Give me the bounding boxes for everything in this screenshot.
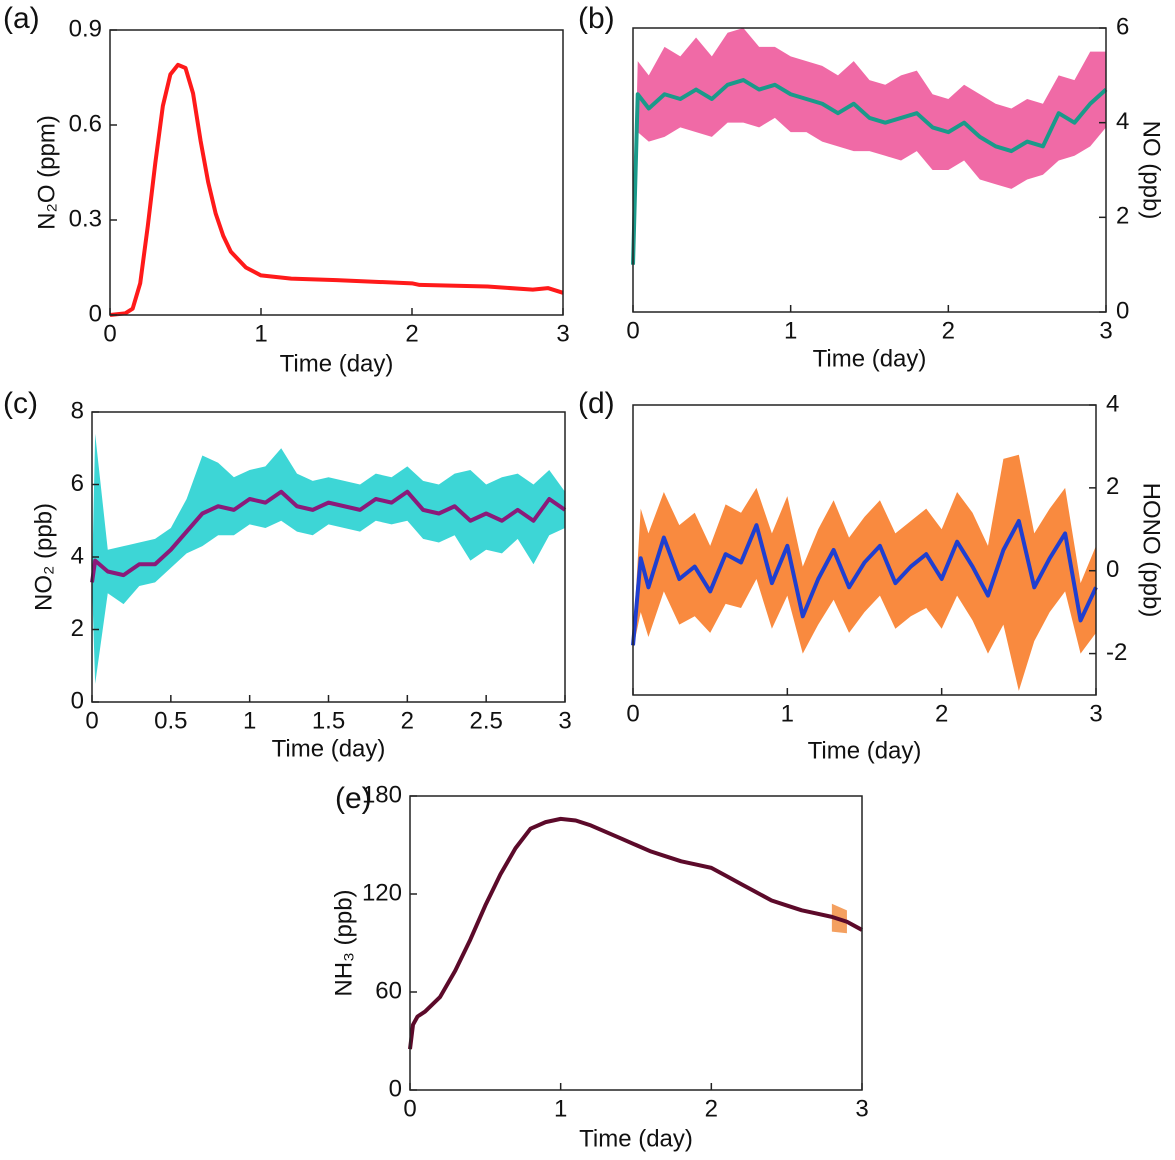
x-tick-label: 1: [243, 707, 256, 734]
x-tick-label: 1.5: [312, 707, 345, 734]
x-tick-label: 2: [935, 700, 948, 727]
line: [631, 519, 1098, 646]
x-tick-label: 0: [626, 317, 639, 344]
x-tick-label: 3: [1099, 317, 1112, 344]
x-tick-label: 0: [403, 1095, 416, 1122]
y-axis-label: NH₃ (ppb): [330, 889, 357, 996]
y-tick-label: 60: [375, 977, 402, 1004]
y-tick-label: 0: [71, 687, 84, 714]
plot-frame: [632, 27, 1107, 313]
y-axis-label: N₂O (ppm): [33, 115, 60, 230]
x-tick-label: 3: [1089, 700, 1102, 727]
y-tick-label: 2: [1116, 203, 1129, 230]
y-tick-label: 0: [1106, 556, 1119, 583]
x-tick-label: 3: [558, 707, 571, 734]
panel-label: (a): [3, 2, 40, 35]
x-tick-label: 0.5: [154, 707, 187, 734]
y-tick-label: 120: [362, 879, 402, 906]
x-tick-label: 1: [554, 1095, 567, 1122]
panel-label: (b): [578, 2, 615, 35]
panel-label: (d): [578, 387, 615, 420]
plot-frame: [409, 795, 863, 1091]
x-tick-label: 3: [855, 1095, 868, 1122]
x-tick-label: 0: [626, 700, 639, 727]
x-axis-label: Time (day): [272, 735, 386, 762]
x-tick-label: 2: [401, 707, 414, 734]
x-tick-label: 2: [405, 320, 418, 347]
panel-label: (e): [335, 782, 372, 815]
x-axis-label: Time (day): [579, 1125, 693, 1152]
y-tick-label: 0.3: [69, 205, 102, 232]
x-axis-label: Time (day): [813, 345, 927, 372]
line: [408, 816, 863, 1050]
y-tick-label: 0.6: [69, 110, 102, 137]
y-tick-label: 0.9: [69, 15, 102, 42]
plot-frame: [109, 29, 564, 316]
band: [92, 433, 565, 684]
y-tick-label: 4: [71, 542, 84, 569]
x-tick-label: 0: [85, 707, 98, 734]
x-tick-label: 1: [254, 320, 267, 347]
x-tick-label: 2: [942, 317, 955, 344]
y-tick-label: 0: [89, 300, 102, 327]
y-tick-label: 2: [71, 615, 84, 642]
x-tick-label: 2: [705, 1095, 718, 1122]
line: [631, 78, 1108, 265]
y-tick-label: 4: [1116, 108, 1129, 135]
x-axis-label: Time (day): [280, 350, 394, 377]
panel-label: (c): [3, 387, 38, 420]
y-tick-label: 0: [1116, 297, 1129, 324]
y-tick-label: 4: [1106, 390, 1119, 417]
y-axis-label: NO (ppb): [1138, 121, 1165, 220]
plot-frame: [632, 404, 1097, 696]
x-tick-label: 1: [781, 700, 794, 727]
x-tick-label: 3: [556, 320, 569, 347]
y-tick-label: 180: [362, 781, 402, 808]
y-tick-label: 6: [71, 470, 84, 497]
y-axis-label: HONO (ppb): [1138, 483, 1165, 618]
line: [109, 62, 564, 317]
y-axis-label: NO₂ (ppb): [30, 503, 57, 611]
band: [633, 454, 1096, 691]
y-tick-label: 6: [1116, 13, 1129, 40]
x-axis-label: Time (day): [808, 737, 922, 764]
y-tick-label: -2: [1106, 639, 1127, 666]
y-tick-label: 2: [1106, 473, 1119, 500]
x-tick-label: 1: [784, 317, 797, 344]
y-tick-label: 0: [389, 1075, 402, 1102]
x-tick-label: 0: [103, 320, 116, 347]
y-tick-label: 8: [71, 397, 84, 424]
x-tick-label: 2.5: [469, 707, 502, 734]
line: [90, 489, 567, 583]
band: [633, 28, 1106, 265]
